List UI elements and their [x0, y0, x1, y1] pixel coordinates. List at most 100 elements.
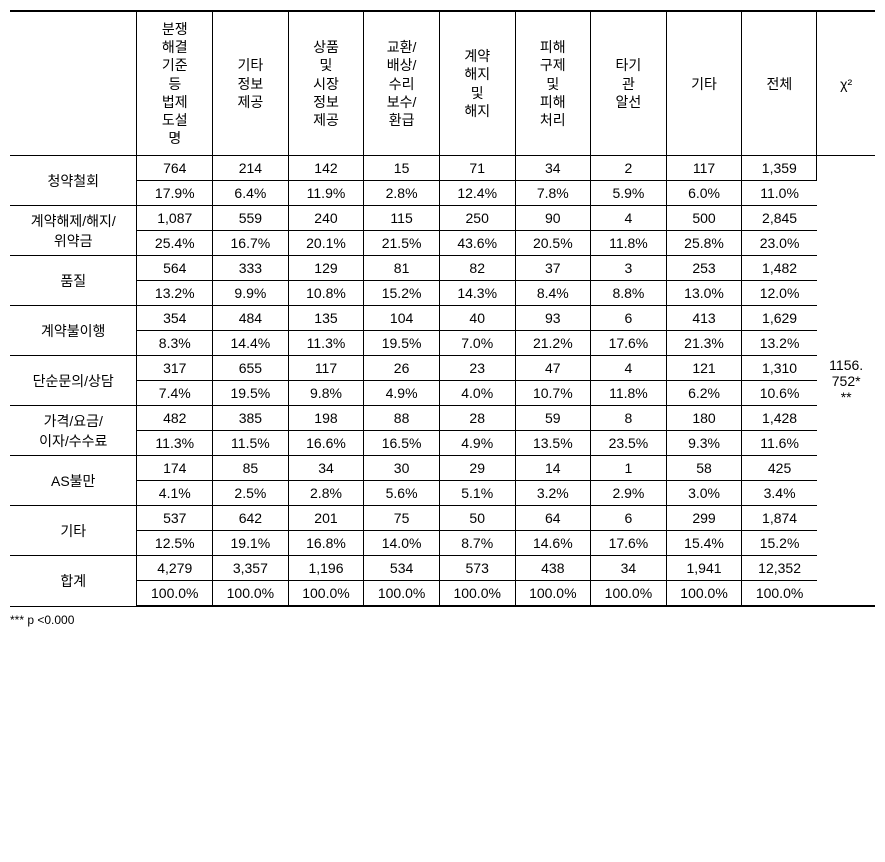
pct-cell: 15.2%	[742, 531, 817, 556]
pct-cell: 19.5%	[213, 381, 289, 406]
count-cell: 642	[213, 506, 289, 531]
header-col7: 타기관알선	[591, 11, 667, 156]
count-cell: 23	[439, 356, 515, 381]
pct-cell: 4.9%	[364, 381, 440, 406]
count-cell: 2	[591, 156, 667, 181]
count-cell: 121	[666, 356, 742, 381]
count-cell: 47	[515, 356, 591, 381]
count-cell: 15	[364, 156, 440, 181]
count-cell: 198	[288, 406, 364, 431]
pct-cell: 8.8%	[591, 281, 667, 306]
pct-cell: 15.2%	[364, 281, 440, 306]
pct-cell: 11.3%	[288, 331, 364, 356]
pct-cell: 25.8%	[666, 231, 742, 256]
pct-cell: 9.3%	[666, 431, 742, 456]
pct-cell: 100.0%	[439, 581, 515, 607]
pct-cell: 43.6%	[439, 231, 515, 256]
pct-cell: 6.0%	[666, 181, 742, 206]
count-cell: 413	[666, 306, 742, 331]
pct-cell: 10.7%	[515, 381, 591, 406]
pct-cell: 4.0%	[439, 381, 515, 406]
table-row: 13.2%9.9%10.8%15.2%14.3%8.4%8.8%13.0%12.…	[10, 281, 875, 306]
count-cell: 85	[213, 456, 289, 481]
header-row: 분쟁해결기준등법제도설명 기타정보제공 상품및시장정보제공 교환/배상/수리보수…	[10, 11, 875, 156]
pct-cell: 23.0%	[742, 231, 817, 256]
pct-cell: 3.0%	[666, 481, 742, 506]
table-row: 합계4,2793,3571,196534573438341,94112,352	[10, 556, 875, 581]
count-cell: 3	[591, 256, 667, 281]
count-cell: 1,874	[742, 506, 817, 531]
pct-cell: 8.3%	[137, 331, 213, 356]
table-row: 기타53764220175506462991,874	[10, 506, 875, 531]
table-row: 품질56433312981823732531,482	[10, 256, 875, 281]
pct-cell: 3.4%	[742, 481, 817, 506]
count-cell: 117	[288, 356, 364, 381]
header-col3: 상품및시장정보제공	[288, 11, 364, 156]
pct-cell: 12.5%	[137, 531, 213, 556]
header-col2: 기타정보제공	[213, 11, 289, 156]
pct-cell: 12.4%	[439, 181, 515, 206]
pct-cell: 2.9%	[591, 481, 667, 506]
table-row: 단순문의/상담31765511726234741211,310	[10, 356, 875, 381]
footnote: *** p <0.000	[10, 613, 875, 627]
count-cell: 537	[137, 506, 213, 531]
count-cell: 142	[288, 156, 364, 181]
count-cell: 6	[591, 506, 667, 531]
table-row: 7.4%19.5%9.8%4.9%4.0%10.7%11.8%6.2%10.6%	[10, 381, 875, 406]
count-cell: 135	[288, 306, 364, 331]
count-cell: 6	[591, 306, 667, 331]
pct-cell: 21.5%	[364, 231, 440, 256]
count-cell: 30	[364, 456, 440, 481]
pct-cell: 2.8%	[288, 481, 364, 506]
row-label: 계약불이행	[10, 306, 137, 356]
chi-square-cell: 1156.752***	[817, 156, 875, 607]
table-row: 계약해제/해지/위약금1,0875592401152509045002,845	[10, 206, 875, 231]
pct-cell: 7.8%	[515, 181, 591, 206]
count-cell: 1,482	[742, 256, 817, 281]
header-col1: 분쟁해결기준등법제도설명	[137, 11, 213, 156]
pct-cell: 17.6%	[591, 331, 667, 356]
header-col4: 교환/배상/수리보수/환급	[364, 11, 440, 156]
count-cell: 559	[213, 206, 289, 231]
count-cell: 26	[364, 356, 440, 381]
count-cell: 500	[666, 206, 742, 231]
pct-cell: 19.5%	[364, 331, 440, 356]
count-cell: 573	[439, 556, 515, 581]
count-cell: 71	[439, 156, 515, 181]
row-label: 가격/요금/이자/수수료	[10, 406, 137, 456]
pct-cell: 8.4%	[515, 281, 591, 306]
pct-cell: 100.0%	[742, 581, 817, 607]
pct-cell: 9.8%	[288, 381, 364, 406]
pct-cell: 7.0%	[439, 331, 515, 356]
pct-cell: 13.5%	[515, 431, 591, 456]
count-cell: 75	[364, 506, 440, 531]
pct-cell: 100.0%	[288, 581, 364, 607]
table-row: 8.3%14.4%11.3%19.5%7.0%21.2%17.6%21.3%13…	[10, 331, 875, 356]
count-cell: 201	[288, 506, 364, 531]
count-cell: 64	[515, 506, 591, 531]
count-cell: 564	[137, 256, 213, 281]
count-cell: 764	[137, 156, 213, 181]
pct-cell: 21.2%	[515, 331, 591, 356]
count-cell: 3,357	[213, 556, 289, 581]
row-label: 단순문의/상담	[10, 356, 137, 406]
pct-cell: 13.2%	[137, 281, 213, 306]
pct-cell: 8.7%	[439, 531, 515, 556]
count-cell: 117	[666, 156, 742, 181]
count-cell: 250	[439, 206, 515, 231]
pct-cell: 14.0%	[364, 531, 440, 556]
pct-cell: 25.4%	[137, 231, 213, 256]
count-cell: 12,352	[742, 556, 817, 581]
header-col8: 기타	[666, 11, 742, 156]
row-label: 합계	[10, 556, 137, 607]
pct-cell: 20.5%	[515, 231, 591, 256]
count-cell: 37	[515, 256, 591, 281]
pct-cell: 9.9%	[213, 281, 289, 306]
table-row: 11.3%11.5%16.6%16.5%4.9%13.5%23.5%9.3%11…	[10, 431, 875, 456]
count-cell: 438	[515, 556, 591, 581]
count-cell: 4	[591, 356, 667, 381]
pct-cell: 23.5%	[591, 431, 667, 456]
table-row: 100.0%100.0%100.0%100.0%100.0%100.0%100.…	[10, 581, 875, 607]
pct-cell: 100.0%	[213, 581, 289, 607]
pct-cell: 14.6%	[515, 531, 591, 556]
